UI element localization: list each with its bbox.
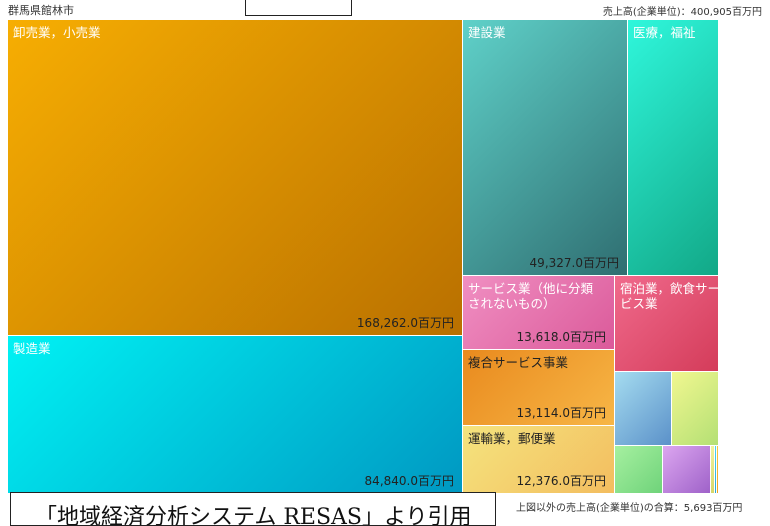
treemap-cell[interactable]: [715, 446, 717, 494]
treemap-cell[interactable]: [672, 372, 719, 446]
total-sales-label: 売上高(企業単位)：400,905百万円: [602, 7, 762, 18]
cell-value-label: 13,618.0百万円: [516, 330, 606, 344]
treemap-cell[interactable]: [615, 372, 672, 446]
cell-category-label: 製造業: [13, 341, 51, 356]
treemap-cell[interactable]: [711, 446, 715, 494]
cell-category-label: 宿泊業，飲食サービス業: [620, 281, 721, 311]
cell-value-label: 168,262.0百万円: [356, 316, 454, 330]
treemap-cell[interactable]: 建設業 49,327.0百万円: [463, 20, 628, 276]
treemap-cell[interactable]: 複合サービス事業 13,114.0百万円: [463, 350, 615, 426]
treemap-cell[interactable]: 宿泊業，飲食サービス業: [615, 276, 721, 372]
other-total-label: 上図以外の売上高(企業単位)の合算：5,693百万円: [516, 503, 743, 514]
treemap-cell[interactable]: 製造業 84,840.0百万円: [8, 336, 463, 494]
cell-category-label: 運輸業，郵便業: [468, 431, 556, 446]
treemap-cell[interactable]: 卸売業，小売業 168,262.0百万円: [8, 20, 463, 336]
treemap-cell[interactable]: [717, 446, 719, 494]
treemap-cell[interactable]: 運輸業，郵便業 12,376.0百万円: [463, 426, 615, 494]
source-caption: 「地域経済分析システム RESAS」より引用: [10, 492, 496, 526]
region-label: 群馬県館林市: [8, 4, 74, 17]
cell-category-label: 卸売業，小売業: [13, 25, 101, 40]
cell-category-label: 建設業: [468, 25, 506, 40]
treemap-cell[interactable]: 医療，福祉: [628, 20, 719, 276]
cell-category-label: 複合サービス事業: [468, 355, 569, 370]
cell-value-label: 12,376.0百万円: [516, 474, 606, 488]
treemap-cell[interactable]: [615, 446, 663, 494]
cell-category-label: サービス業（他に分類されないもの）: [468, 281, 594, 311]
treemap-cell[interactable]: サービス業（他に分類されないもの） 13,618.0百万円: [463, 276, 615, 350]
top-frame: [245, 0, 352, 16]
cell-value-label: 49,327.0百万円: [529, 256, 619, 270]
treemap-cell[interactable]: [663, 446, 711, 494]
cell-category-label: 医療，福祉: [633, 25, 696, 40]
cell-value-label: 13,114.0百万円: [516, 406, 606, 420]
cell-value-label: 84,840.0百万円: [364, 474, 454, 488]
